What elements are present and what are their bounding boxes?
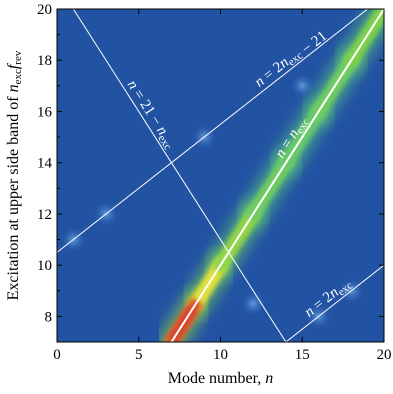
overlay-line-l4 — [285, 264, 384, 342]
x-axis-label: Mode number, n — [168, 370, 274, 387]
y-tick-label: 10 — [37, 258, 52, 274]
y-tick-label: 8 — [45, 309, 53, 325]
x-tick-label: 5 — [135, 347, 143, 363]
y-tick-label: 20 — [37, 2, 52, 18]
y-axis: 8 10 12 14 16 18 20 — [37, 2, 384, 343]
overlay-lines — [57, 9, 384, 342]
overlay-line-l1 — [72, 9, 287, 342]
x-tick-label: 20 — [377, 347, 392, 363]
x-axis: 0 5 10 15 20 — [53, 9, 392, 363]
y-tick-label: 12 — [37, 207, 52, 223]
x-tick-label: 15 — [295, 347, 310, 363]
y-tick-label: 16 — [37, 104, 53, 120]
overlay-line-l2 — [57, 9, 368, 253]
overlay-line-l3 — [170, 9, 384, 342]
x-tick-label: 10 — [213, 347, 228, 363]
y-axis-label: Excitation at upper side band of nexcfre… — [5, 50, 24, 300]
x-tick-label: 0 — [53, 347, 61, 363]
y-tick-label: 18 — [37, 53, 52, 69]
heat-spot — [289, 72, 316, 99]
y-tick-label: 14 — [37, 156, 53, 172]
heat-spot — [240, 290, 267, 317]
